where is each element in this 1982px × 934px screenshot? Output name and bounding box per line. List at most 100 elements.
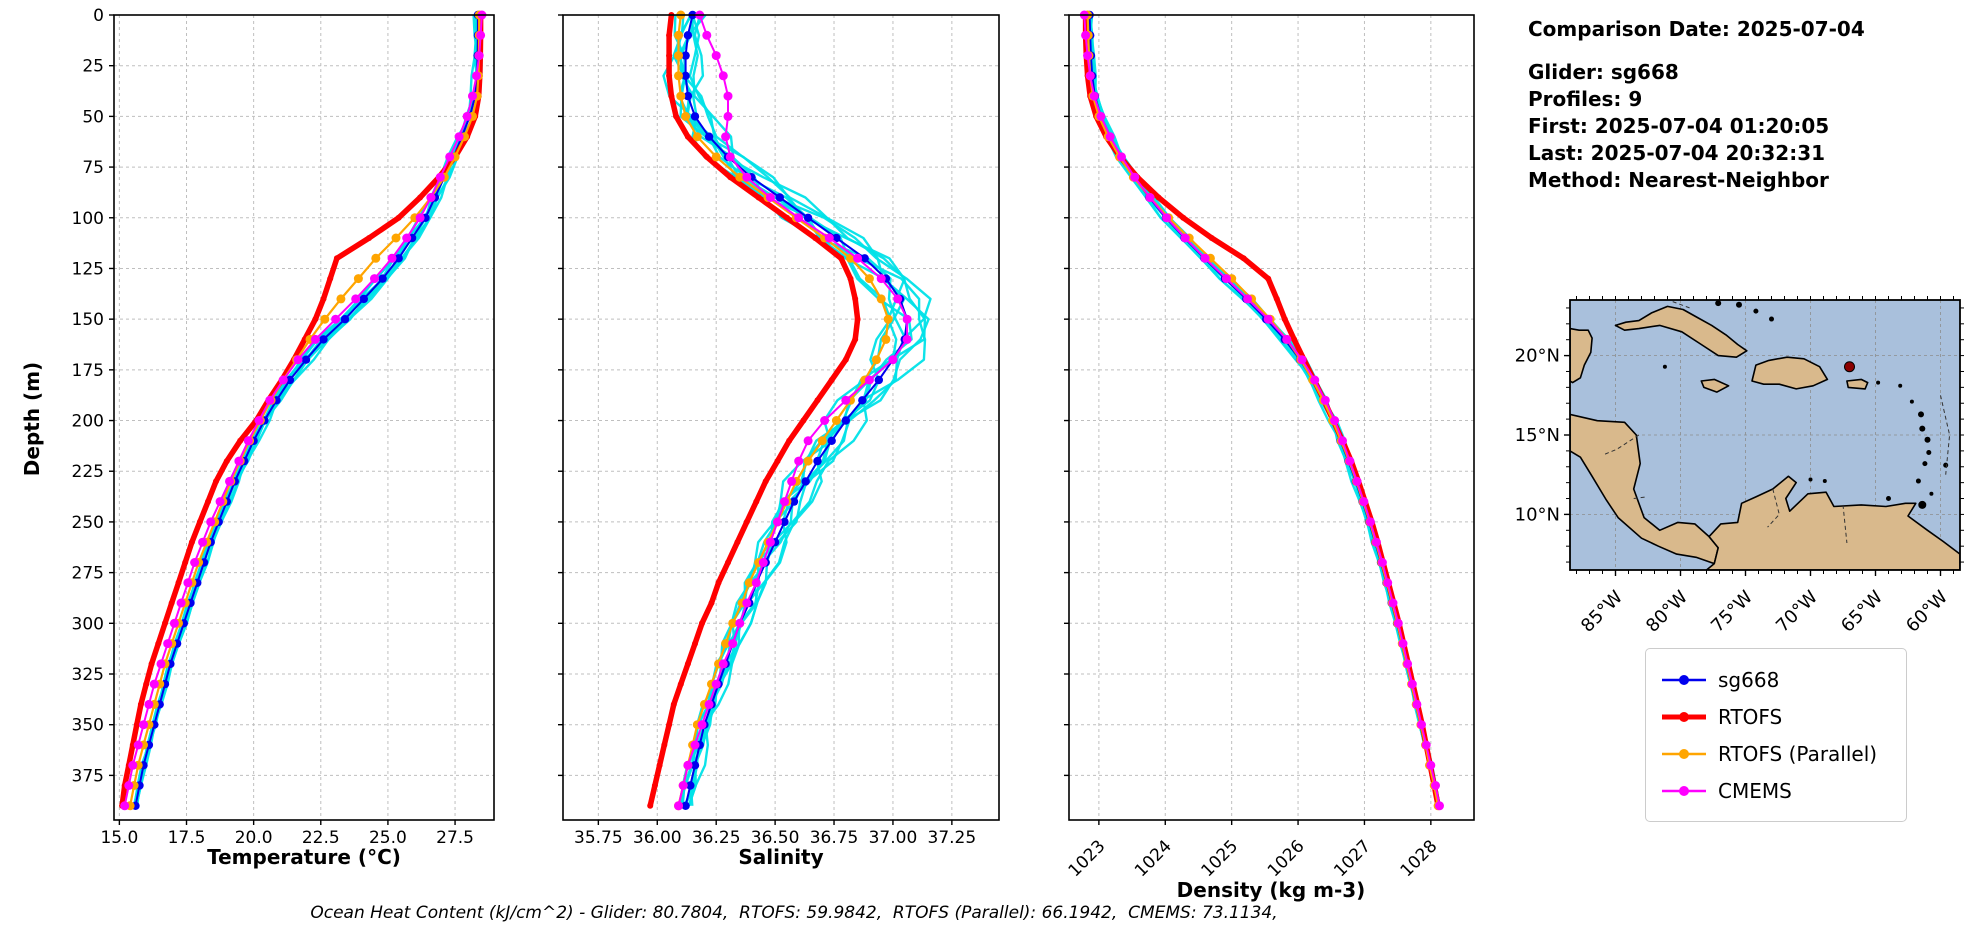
svg-text:100: 100 xyxy=(72,209,104,229)
svg-text:1024: 1024 xyxy=(1131,836,1176,881)
svg-text:35.75: 35.75 xyxy=(574,828,623,848)
y-axis-label: Depth (m) xyxy=(20,361,44,477)
svg-text:1027: 1027 xyxy=(1330,836,1375,881)
svg-text:325: 325 xyxy=(72,665,104,685)
map-inset: 85°W 80°W 75°W 70°W 65°W 60°W 20°N 15°N 10°N xyxy=(1515,296,1964,637)
svg-text:200: 200 xyxy=(72,412,104,432)
method: Method: Nearest-Neighbor xyxy=(1528,168,1829,192)
svg-text:10°N: 10°N xyxy=(1515,504,1560,525)
svg-text:50: 50 xyxy=(82,107,104,127)
svg-text:375: 375 xyxy=(72,766,104,786)
island xyxy=(1898,383,1903,388)
svg-text:1023: 1023 xyxy=(1065,836,1110,881)
ticks xyxy=(1064,14,1432,825)
svg-text:25: 25 xyxy=(82,57,104,77)
last-timestamp: Last: 2025-07-04 20:32:31 xyxy=(1528,141,1826,165)
profiles-count: Profiles: 9 xyxy=(1528,87,1643,111)
legend-label: CMEMS xyxy=(1718,778,1792,803)
svg-text:150: 150 xyxy=(72,310,104,330)
svg-text:75: 75 xyxy=(82,158,104,178)
svg-text:20.0: 20.0 xyxy=(235,828,273,848)
legend-swatch-rtofs xyxy=(1662,711,1706,722)
ticks xyxy=(109,14,456,825)
glider-name: Glider: sg668 xyxy=(1528,60,1679,84)
island xyxy=(1886,496,1891,502)
legend-label: sg668 xyxy=(1718,667,1780,692)
island xyxy=(1808,477,1813,482)
svg-text:36.75: 36.75 xyxy=(810,828,859,848)
legend-item-2: RTOFS (Parallel) xyxy=(1660,735,1892,772)
svg-text:20°N: 20°N xyxy=(1515,346,1560,367)
island xyxy=(1929,491,1934,496)
svg-text:15°N: 15°N xyxy=(1515,425,1560,446)
svg-text:70°W: 70°W xyxy=(1772,587,1822,637)
x-axis-label-temperature: Temperature (°C) xyxy=(207,845,401,869)
density-panel: 1023 1024 1025 1026 1027 1028 xyxy=(1064,10,1475,881)
island xyxy=(1753,308,1759,314)
island xyxy=(1662,364,1667,369)
svg-text:17.5: 17.5 xyxy=(168,828,206,848)
legend-swatch-rtofs-parallel xyxy=(1662,748,1706,759)
svg-text:125: 125 xyxy=(72,259,104,279)
island xyxy=(1922,461,1928,467)
island xyxy=(1924,436,1931,443)
svg-text:1028: 1028 xyxy=(1397,836,1442,881)
legend-item-0: sg668 xyxy=(1660,661,1892,698)
series-CMEMS xyxy=(674,10,912,811)
svg-text:75°W: 75°W xyxy=(1707,587,1757,637)
island xyxy=(1822,479,1827,484)
series-RTOFS xyxy=(647,12,861,809)
svg-text:275: 275 xyxy=(72,564,104,584)
svg-text:225: 225 xyxy=(72,462,104,482)
island xyxy=(1943,462,1949,468)
svg-text:80°W: 80°W xyxy=(1642,587,1692,637)
svg-text:0: 0 xyxy=(93,6,104,26)
svg-text:350: 350 xyxy=(72,716,104,736)
island xyxy=(1909,399,1914,404)
island xyxy=(1715,300,1722,307)
island xyxy=(1919,425,1926,432)
svg-text:175: 175 xyxy=(72,361,104,381)
island xyxy=(1915,478,1921,484)
svg-text:27.5: 27.5 xyxy=(436,828,474,848)
svg-text:37.00: 37.00 xyxy=(869,828,918,848)
svg-text:300: 300 xyxy=(72,614,104,634)
svg-text:25.0: 25.0 xyxy=(369,828,407,848)
svg-text:37.25: 37.25 xyxy=(928,828,977,848)
legend-label: RTOFS xyxy=(1718,704,1783,729)
island xyxy=(1918,411,1924,418)
ticks xyxy=(558,14,953,825)
svg-text:36.50: 36.50 xyxy=(751,828,800,848)
island xyxy=(1876,380,1881,385)
tick-labels: 1023 1024 1025 1026 1027 1028 xyxy=(1065,836,1442,881)
metadata-block: Comparison Date: 2025-07-04 Glider: sg66… xyxy=(1528,16,1968,194)
legend: sg668 RTOFS RTOFS (Parallel) CMEMS xyxy=(1645,648,1907,822)
tick-labels: 15.0 17.5 20.0 22.5 25.0 27.5 0 25 50 75 100 125 150… xyxy=(72,6,474,848)
svg-text:36.25: 36.25 xyxy=(692,828,741,848)
legend-label: RTOFS (Parallel) xyxy=(1718,741,1878,766)
glider-position-marker xyxy=(1844,361,1855,373)
temperature-panel: 15.0 17.5 20.0 22.5 25.0 27.5 0 25 50 75 100 125 150… xyxy=(72,6,495,848)
salinity-panel: 35.75 36.00 36.25 36.50 36.75 37.00 37.25 xyxy=(558,10,1000,848)
series-CMEMS xyxy=(1079,10,1444,811)
spacer xyxy=(1528,43,1968,59)
ohc-footer: Ocean Heat Content (kJ/cm^2) - Glider: 8… xyxy=(310,903,1278,923)
svg-text:65°W: 65°W xyxy=(1837,587,1887,637)
svg-text:85°W: 85°W xyxy=(1577,587,1627,637)
island xyxy=(1769,316,1774,322)
first-timestamp: First: 2025-07-04 01:20:05 xyxy=(1528,114,1830,138)
grid xyxy=(1069,14,1474,820)
legend-item-1: RTOFS xyxy=(1660,698,1892,735)
x-axis-label-salinity: Salinity xyxy=(738,845,824,869)
svg-text:22.5: 22.5 xyxy=(302,828,340,848)
x-axis-label-density: Density (kg m-3) xyxy=(1176,878,1366,902)
tick-labels: 35.75 36.00 36.25 36.50 36.75 37.00 37.25 xyxy=(574,828,976,848)
map-content xyxy=(1570,300,1960,570)
legend-swatch-cmems xyxy=(1662,785,1706,796)
svg-text:36.00: 36.00 xyxy=(633,828,682,848)
island xyxy=(1918,500,1927,509)
svg-text:1026: 1026 xyxy=(1264,836,1309,881)
svg-text:15.0: 15.0 xyxy=(100,828,138,848)
legend-item-3: CMEMS xyxy=(1660,772,1892,809)
